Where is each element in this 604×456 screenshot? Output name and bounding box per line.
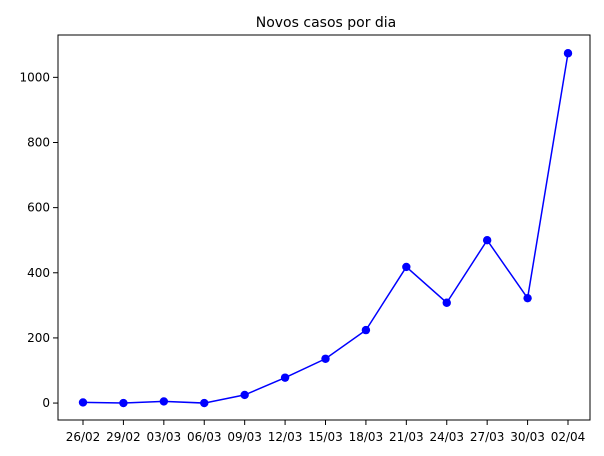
data-point — [523, 293, 532, 303]
data-point — [321, 354, 330, 363]
x-tick-label: 26/02 — [66, 430, 101, 444]
x-tick-label: 30/03 — [510, 430, 545, 444]
y-tick-label: 1000 — [19, 70, 50, 84]
data-point — [78, 398, 88, 407]
chart-title: Novos casos por dia — [256, 15, 397, 31]
data-points — [78, 49, 573, 408]
data-point — [159, 397, 169, 406]
x-tick-label: 06/03 — [187, 430, 222, 444]
x-tick-label: 21/03 — [389, 430, 424, 444]
y-tick-label: 0 — [42, 396, 50, 410]
data-point — [563, 49, 573, 58]
y-tick-label: 400 — [27, 266, 50, 280]
x-tick-label: 09/03 — [227, 430, 262, 444]
x-tick-label: 27/03 — [470, 430, 505, 444]
data-point — [361, 325, 371, 335]
data-point — [482, 236, 492, 245]
series-line — [82, 53, 569, 404]
data-point — [280, 373, 290, 382]
data-point — [200, 398, 209, 408]
x-tick-label: 29/02 — [106, 430, 141, 444]
x-tick-label: 18/03 — [349, 430, 384, 444]
y-tick-label: 800 — [27, 135, 50, 149]
x-tick-label: 24/03 — [429, 430, 464, 444]
y-axis: 0 200 400 600 800 1000 — [19, 70, 58, 410]
data-point — [402, 262, 411, 272]
x-tick-label: 12/03 — [268, 430, 303, 444]
x-tick-label: 02/04 — [551, 430, 586, 444]
x-axis: 26/02 29/02 03/03 06/03 09/03 12/03 15/03 18/03… — [66, 420, 586, 444]
x-tick-label: 03/03 — [147, 430, 182, 444]
y-tick-label: 600 — [27, 201, 50, 215]
data-point — [119, 398, 128, 408]
plot-area-frame — [57, 34, 591, 421]
data-point — [240, 390, 249, 400]
y-tick-label: 200 — [27, 331, 50, 345]
data-point — [442, 298, 451, 307]
x-tick-label: 15/03 — [308, 430, 343, 444]
